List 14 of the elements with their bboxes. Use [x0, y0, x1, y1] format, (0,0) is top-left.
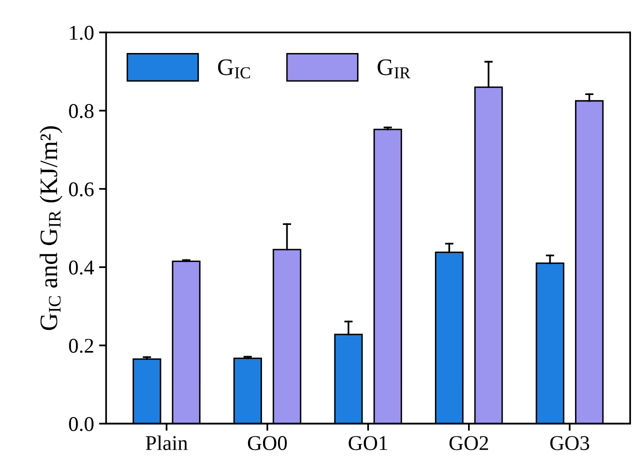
legend-label: G$_{IC}$ — [218, 59, 250, 78]
legend-label: G$_{IR}$ — [378, 59, 410, 78]
x-tick-label: GO2 — [450, 436, 488, 450]
y-tick-label: 0.6 — [69, 182, 94, 196]
y-tick-label: 0.8 — [69, 104, 94, 118]
x-tick-label: GO1 — [348, 436, 388, 450]
y-tick-label: 0.4 — [69, 260, 94, 275]
y-tick-label: 0.0 — [69, 417, 94, 432]
x-tick-label: GO3 — [550, 436, 590, 450]
y-axis-title: G$_{IC}$ and G$_{IR}$ (KJ/m²) — [40, 126, 62, 330]
x-tick-label: GO0 — [248, 436, 287, 450]
x-tick-label: Plain — [146, 435, 188, 450]
y-tick-label: 0.2 — [69, 338, 94, 353]
y-tick-label: 1.0 — [70, 26, 94, 40]
